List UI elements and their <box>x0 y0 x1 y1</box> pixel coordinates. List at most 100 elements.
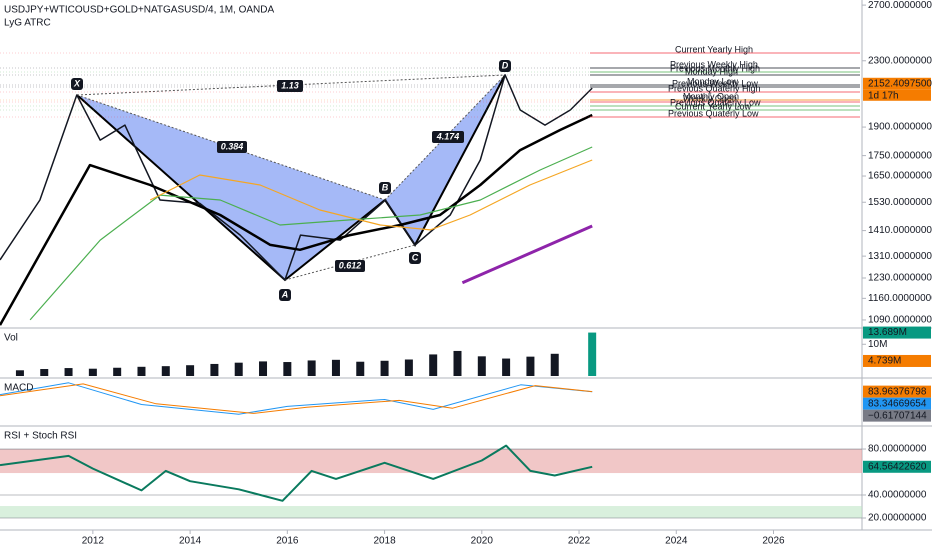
value-tag <box>863 77 931 90</box>
level-label: Previous Quaterly Low <box>668 108 759 118</box>
x-tick-label: 2014 <box>179 536 202 547</box>
countdown: 1d 17h <box>868 90 899 101</box>
volume-bar <box>550 353 559 376</box>
pattern-point-label: C <box>412 252 419 262</box>
y-tick-label: 10M <box>868 339 887 350</box>
volume-bar <box>15 370 24 376</box>
y-tick-label: 1650.00000000 <box>868 171 932 182</box>
value-tag-label: 64.56422620 <box>868 461 927 472</box>
pattern-bd <box>384 74 506 201</box>
ratio-box <box>277 80 303 92</box>
pane-title: MACD <box>4 383 33 394</box>
x-tick-label: 2020 <box>471 536 494 547</box>
volume-bar <box>234 362 243 376</box>
pattern-xd <box>76 74 506 96</box>
volume-bar <box>259 361 268 376</box>
volume-bar <box>356 361 365 376</box>
volume-bar <box>137 366 146 376</box>
volume-bar <box>429 354 438 376</box>
level-label: Previous Weekly High <box>670 59 758 69</box>
pattern-point-box <box>499 60 511 72</box>
pane-title: Vol <box>4 333 18 344</box>
pattern-point-box <box>71 78 83 90</box>
volume-bar <box>502 358 511 376</box>
volume-bar <box>210 363 219 376</box>
level-label: Previous Monthly High <box>670 63 760 73</box>
ratio-label: 0.612 <box>339 260 362 270</box>
series-line <box>461 224 593 285</box>
value-tag <box>863 460 931 473</box>
value-tag <box>863 385 931 398</box>
series-line <box>149 159 593 231</box>
value-tag-label: 13.689M <box>868 327 907 338</box>
volume-bar <box>380 360 389 376</box>
x-tick-label: 2024 <box>665 536 688 547</box>
value-tag-label: 4.739M <box>868 356 901 367</box>
value-tag <box>863 326 931 339</box>
series-line <box>0 113 593 326</box>
series-line <box>0 74 593 281</box>
level-label: Weekly Open <box>683 93 737 103</box>
band <box>0 506 862 518</box>
pattern-ac <box>284 244 416 281</box>
value-tag <box>863 409 931 422</box>
value-tag-label: 83.34669654 <box>868 398 927 409</box>
volume-bar <box>588 332 597 376</box>
y-tick-label: 2700.00000000 <box>868 0 932 11</box>
volume-bar <box>307 360 316 376</box>
level-label: Monday High <box>685 66 738 76</box>
ratio-label: 1.13 <box>281 80 299 90</box>
x-tick-label: 2018 <box>373 536 396 547</box>
volume-bar <box>186 365 195 376</box>
x-tick-label: 2022 <box>568 536 591 547</box>
series-line <box>0 383 593 414</box>
pattern-xab <box>77 95 385 280</box>
y-tick-label: 1410.00000000 <box>868 225 932 236</box>
pattern-bcd <box>385 75 505 245</box>
pattern-point-box <box>279 289 291 301</box>
pattern-point-label: A <box>281 289 289 299</box>
y-tick-label: 1230.00000000 <box>868 273 932 284</box>
value-tag <box>863 397 931 410</box>
pattern-point-label: D <box>502 60 509 70</box>
volume-bar <box>453 350 462 376</box>
pane-subtitle: LyG ATRC <box>4 18 51 29</box>
volume-bar <box>113 367 122 376</box>
x-tick-label: 2012 <box>82 536 105 547</box>
pane-title: RSI + Stoch RSI <box>4 431 77 442</box>
volume-bar <box>283 362 292 376</box>
countdown-bg <box>863 89 931 101</box>
level-label: Monday Low <box>687 76 739 86</box>
volume-bar <box>161 366 170 376</box>
value-tag-label: 2152.40975000 <box>868 78 932 89</box>
x-tick-label: 2026 <box>762 536 785 547</box>
y-tick-label: 80.00000000 <box>868 444 927 455</box>
pane-title: USDJPY+WTICOUSD+GOLD+NATGASUSD/4, 1M, OA… <box>4 5 274 16</box>
level-label: Previous Quaterly Low <box>670 97 761 107</box>
ratio-box <box>335 260 365 272</box>
y-tick-label: 1310.00000000 <box>868 251 932 262</box>
pattern-point-label: X <box>73 78 81 88</box>
volume-bar <box>88 368 97 376</box>
volume-bar <box>64 368 73 376</box>
ratio-label: 0.384 <box>221 141 244 151</box>
y-tick-label: 1750.00000000 <box>868 150 932 161</box>
volume-bar <box>404 359 413 376</box>
level-label: Monthly Open <box>683 91 739 101</box>
volume-bar <box>477 356 486 376</box>
level-label: Current Yearly Low <box>675 101 752 111</box>
y-tick-label: 1090.00000000 <box>868 315 932 326</box>
series-line <box>0 382 593 415</box>
ratio-box <box>432 131 464 143</box>
y-tick-label: 20.00000000 <box>868 513 927 524</box>
ratio-box <box>217 141 247 153</box>
level-label: Previous Weekly Low <box>672 78 758 88</box>
volume-bar <box>40 369 49 376</box>
series-line <box>0 444 593 502</box>
value-tag <box>863 354 931 367</box>
pattern-point-label: B <box>382 182 389 192</box>
y-tick-label: 1530.00000000 <box>868 197 932 208</box>
y-tick-label: 1160.00000000 <box>868 293 932 304</box>
